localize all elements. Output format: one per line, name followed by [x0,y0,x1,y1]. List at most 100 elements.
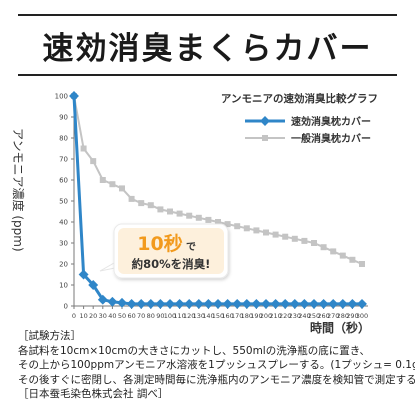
x-tick-label: 20 [89,312,97,320]
data-point [136,298,147,309]
x-tick-label: 260 [317,312,329,320]
data-point [224,221,231,228]
data-point [222,298,233,309]
data-point [90,158,97,165]
data-point [126,298,137,309]
y-tick-label: 10 [59,282,68,290]
data-point [99,177,106,183]
callout-line2: 約80%を消臭! [132,257,211,271]
data-point [80,145,87,152]
data-point [291,235,298,242]
data-point [205,216,212,223]
x-tick-label: 70 [137,312,145,320]
legend-label-fast: 速効消臭枕カバー [291,115,371,128]
x-tick-label: 60 [127,312,135,320]
data-point [253,227,260,234]
x-tick-label: 150 [212,312,224,320]
callout-big-text: 10秒 [137,232,182,255]
data-point [157,206,164,213]
data-point [234,223,241,230]
data-point [347,298,358,309]
data-point [155,298,166,309]
data-point [119,185,125,192]
x-tick-label: 250 [308,312,320,320]
x-tick-label: 200 [260,312,272,320]
x-tick-label: 110 [173,312,185,320]
data-point [69,91,79,101]
y-tick-label: 0 [64,303,68,311]
x-tick-label: 210 [269,312,281,320]
data-point [128,195,135,202]
x-tick-label: 40 [108,312,116,320]
callout: 10秒 で 約80%を消臭! [99,223,229,279]
y-tick-label: 60 [59,177,68,185]
y-axis-label: アンモニア濃度 (ppm) [11,128,26,252]
data-point [213,298,223,309]
legend-item-fast: 速効消臭枕カバー [245,115,371,128]
series-layer [69,91,367,309]
y-tick-label: 70 [59,156,68,164]
test-method-heading: ［試験方法］ [18,330,81,342]
data-point [215,219,221,225]
data-point [243,225,250,232]
series-normal [71,93,365,267]
y-tick-label: 30 [59,240,68,248]
data-point [138,200,145,207]
x-tick-label: 280 [337,312,349,320]
x-axis-label: 時間（秒） [310,320,370,335]
y-tick-label: 90 [59,114,68,122]
y-tick-label: 80 [59,135,68,143]
data-point [299,298,310,309]
data-point [186,212,193,219]
test-method-line: 各試料を10cm×10cmの大きさにカットし、550mlの洗浄瓶の底に置き、 [18,344,370,357]
data-point [147,202,154,209]
data-point [251,298,262,309]
x-tick-label: 90 [156,312,164,320]
x-tick-label: 120 [183,312,195,320]
test-method-source: ［日本蚕毛染色株式会社 調べ］ [18,388,169,401]
data-point [270,298,281,309]
data-point [145,298,156,309]
x-tick-label: 190 [250,312,262,320]
data-point [167,208,173,215]
x-tick-label: 240 [298,312,310,320]
data-point [337,298,348,309]
data-point [195,214,202,221]
x-tick-label: 10 [79,312,87,320]
data-point [174,298,185,309]
data-point [107,296,118,307]
legend-swatch-marker [262,135,268,141]
y-ticks: 0 10 20 30 40 50 60 70 80 90 100 [55,93,74,311]
chart-title: アンモニアの速効消臭比較グラフ [221,92,378,105]
data-point [241,298,252,309]
data-point [203,298,214,309]
data-point [339,252,346,259]
data-point [330,248,337,255]
series-fast [69,91,367,309]
data-point [272,231,279,238]
data-point [176,210,183,217]
data-point [328,298,339,309]
x-ticks: 0 10 20 30 40 50 60 70 80 90 100110120130140150160… [72,306,368,320]
data-point [109,181,116,188]
data-point [301,237,308,244]
data-point [309,298,319,309]
data-point [193,298,204,309]
x-tick-label: 220 [279,312,291,320]
y-tick-label: 50 [59,198,68,206]
legend-swatch-marker [260,116,270,126]
x-tick-label: 0 [72,312,76,320]
data-point [232,298,243,309]
x-tick-label: 270 [327,312,339,320]
x-tick-label: 170 [231,312,243,320]
x-tick-label: 50 [118,312,126,320]
data-point [318,298,329,309]
x-tick-label: 140 [202,312,214,320]
x-tick-label: 230 [289,312,301,320]
y-tick-label: 100 [55,93,68,101]
test-method: ［試験方法］ 各試料を10cm×10cmの大きさにカットし、550mlの洗浄瓶の… [18,329,415,402]
test-method-line: その後すぐに密閉し、各測定時間毎に洗浄瓶内のアンモニア濃度を検知管で測定する。 [18,373,415,386]
x-tick-label: 130 [193,312,205,320]
x-tick-label: 80 [147,312,155,320]
